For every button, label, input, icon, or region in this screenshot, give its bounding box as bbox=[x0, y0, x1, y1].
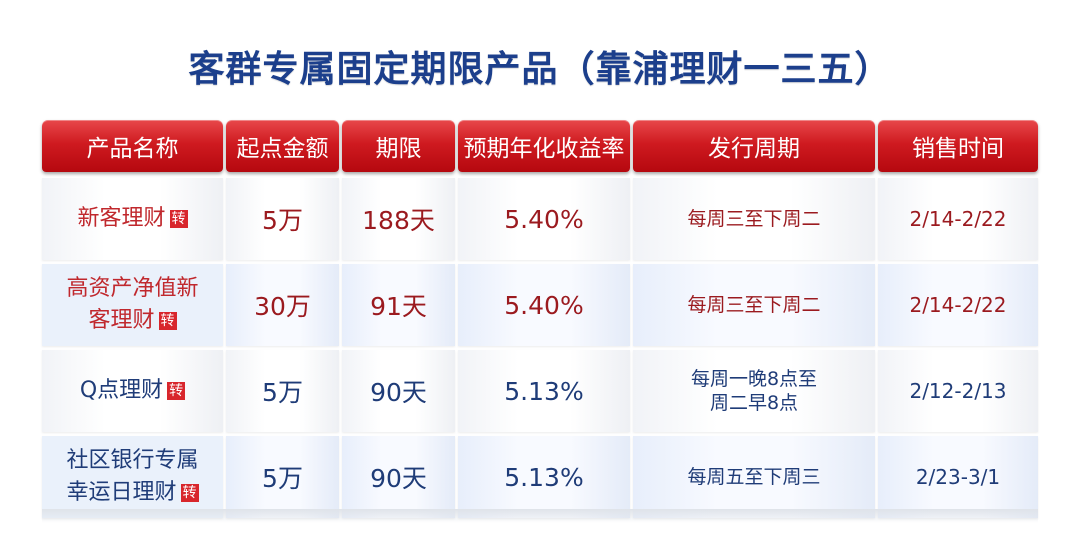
table-bottom-shadow bbox=[42, 509, 1038, 523]
term: 90天 bbox=[342, 350, 455, 432]
product-name: Q点理财 bbox=[79, 378, 164, 403]
product-name-line2: 客理财 bbox=[88, 308, 155, 333]
issue-cycle: 每周三至下周二 bbox=[633, 264, 875, 346]
sale-time: 2/23-3/1 bbox=[878, 436, 1038, 518]
issue-cycle-line2: 周二早8点 bbox=[709, 392, 799, 414]
header-sale-time: 销售时间 bbox=[878, 120, 1038, 172]
table-row: 新客理财转 5万 188天 5.40% 每周三至下周二 2/14-2/22 bbox=[42, 178, 1038, 260]
issue-cycle: 每周三至下周二 bbox=[633, 178, 875, 260]
header-product-name: 产品名称 bbox=[42, 120, 223, 172]
min-amount: 5万 bbox=[226, 436, 339, 518]
header-issue-cycle: 发行周期 bbox=[633, 120, 875, 172]
transfer-badge: 转 bbox=[158, 312, 177, 330]
product-name-cell: 新客理财转 bbox=[42, 178, 223, 260]
min-amount: 30万 bbox=[226, 264, 339, 346]
expected-rate: 5.40% bbox=[458, 178, 630, 260]
min-amount: 5万 bbox=[226, 350, 339, 432]
term: 91天 bbox=[342, 264, 455, 346]
table-row: 社区银行专属 幸运日理财转 5万 90天 5.13% 每周五至下周三 2/23-… bbox=[42, 436, 1038, 518]
product-name: 新客理财 bbox=[77, 206, 166, 231]
issue-cycle: 每周一晚8点至 周二早8点 bbox=[633, 350, 875, 432]
table-header: 产品名称 起点金额 期限 预期年化收益率 发行周期 销售时间 bbox=[42, 120, 1038, 172]
transfer-badge: 转 bbox=[167, 382, 186, 400]
table-row: Q点理财转 5万 90天 5.13% 每周一晚8点至 周二早8点 2/12-2/… bbox=[42, 350, 1038, 432]
transfer-badge: 转 bbox=[169, 210, 188, 228]
issue-cycle: 每周五至下周三 bbox=[633, 436, 875, 518]
expected-rate: 5.13% bbox=[458, 436, 630, 518]
expected-rate: 5.13% bbox=[458, 350, 630, 432]
product-name-cell: Q点理财转 bbox=[42, 350, 223, 432]
product-table: 产品名称 起点金额 期限 预期年化收益率 发行周期 销售时间 新客理财转 5万 … bbox=[42, 120, 1038, 522]
sale-time: 2/14-2/22 bbox=[878, 178, 1038, 260]
product-name-line1: 社区银行专属 bbox=[66, 448, 199, 473]
product-name-cell: 高资产净值新 客理财转 bbox=[42, 264, 223, 346]
min-amount: 5万 bbox=[226, 178, 339, 260]
page-title: 客群专属固定期限产品（靠浦理财一三五） bbox=[188, 49, 892, 90]
sale-time: 2/14-2/22 bbox=[878, 264, 1038, 346]
header-term: 期限 bbox=[342, 120, 455, 172]
term: 188天 bbox=[342, 178, 455, 260]
header-expected-rate: 预期年化收益率 bbox=[458, 120, 630, 172]
transfer-badge: 转 bbox=[180, 484, 199, 502]
product-name-line2: 幸运日理财 bbox=[66, 480, 177, 505]
product-name-cell: 社区银行专属 幸运日理财转 bbox=[42, 436, 223, 518]
table-row: 高资产净值新 客理财转 30万 91天 5.40% 每周三至下周二 2/14-2… bbox=[42, 264, 1038, 346]
product-name-line1: 高资产净值新 bbox=[66, 276, 199, 301]
header-min-amount: 起点金额 bbox=[226, 120, 339, 172]
term: 90天 bbox=[342, 436, 455, 518]
issue-cycle-line1: 每周一晚8点至 bbox=[690, 368, 818, 390]
expected-rate: 5.40% bbox=[458, 264, 630, 346]
sale-time: 2/12-2/13 bbox=[878, 350, 1038, 432]
